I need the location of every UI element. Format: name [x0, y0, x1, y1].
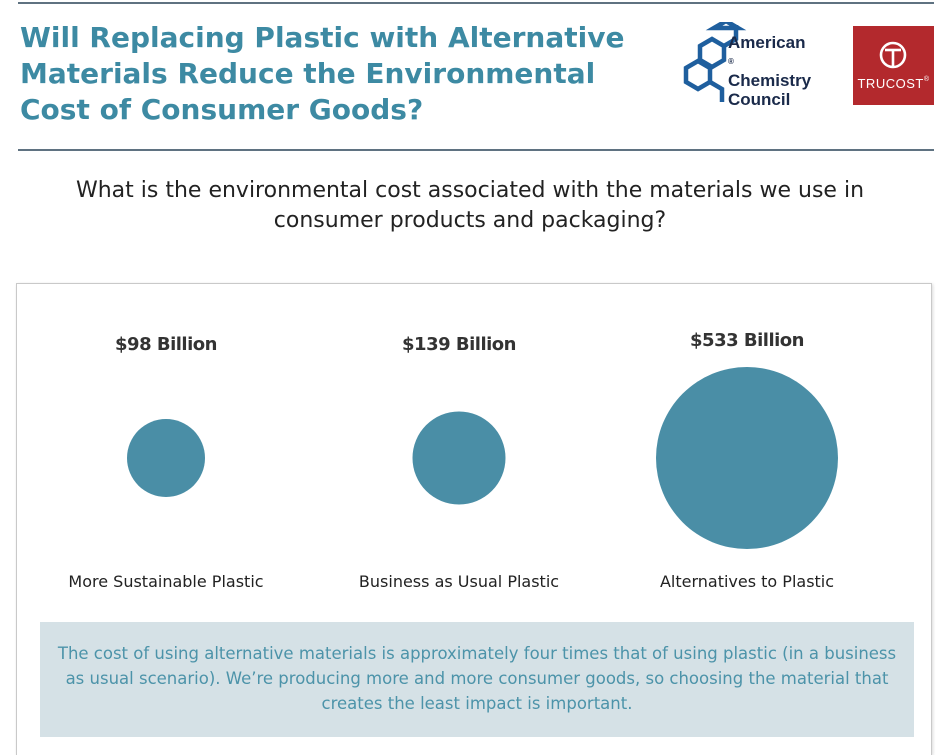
bubble-chart: $98 Billion More Sustainable Plastic $139 … — [68, 330, 838, 591]
question-text: What is the environmental cost associate… — [75, 178, 865, 233]
trucost-emblem-icon — [879, 41, 907, 69]
page-title: Will Replacing Plastic with Alternative … — [20, 21, 625, 126]
bubble-3 — [656, 367, 838, 549]
trucost-wordmark: TRUCOST® — [857, 76, 930, 91]
category-label-2: Business as Usual Plastic — [359, 572, 559, 591]
category-label-1: More Sustainable Plastic — [68, 572, 263, 591]
trucost-logo: TRUCOST® — [853, 26, 934, 105]
value-label-3: $533 Billion — [690, 330, 804, 351]
bubble-2 — [412, 411, 506, 505]
top-rule — [18, 2, 934, 4]
value-label-2: $139 Billion — [402, 334, 516, 355]
acc-wordmark: American ® Chemistry Council — [728, 33, 812, 109]
category-label-3: Alternatives to Plastic — [660, 572, 834, 591]
callout-box: The cost of using alternative materials … — [40, 622, 914, 737]
header-divider — [18, 149, 934, 151]
bubble-1 — [127, 419, 205, 497]
chart-panel: $98 Billion More Sustainable Plastic $139 … — [16, 283, 932, 755]
value-label-1: $98 Billion — [115, 334, 217, 355]
acc-hexagon-icon — [683, 22, 747, 102]
callout-text: The cost of using alternative materials … — [57, 644, 897, 713]
